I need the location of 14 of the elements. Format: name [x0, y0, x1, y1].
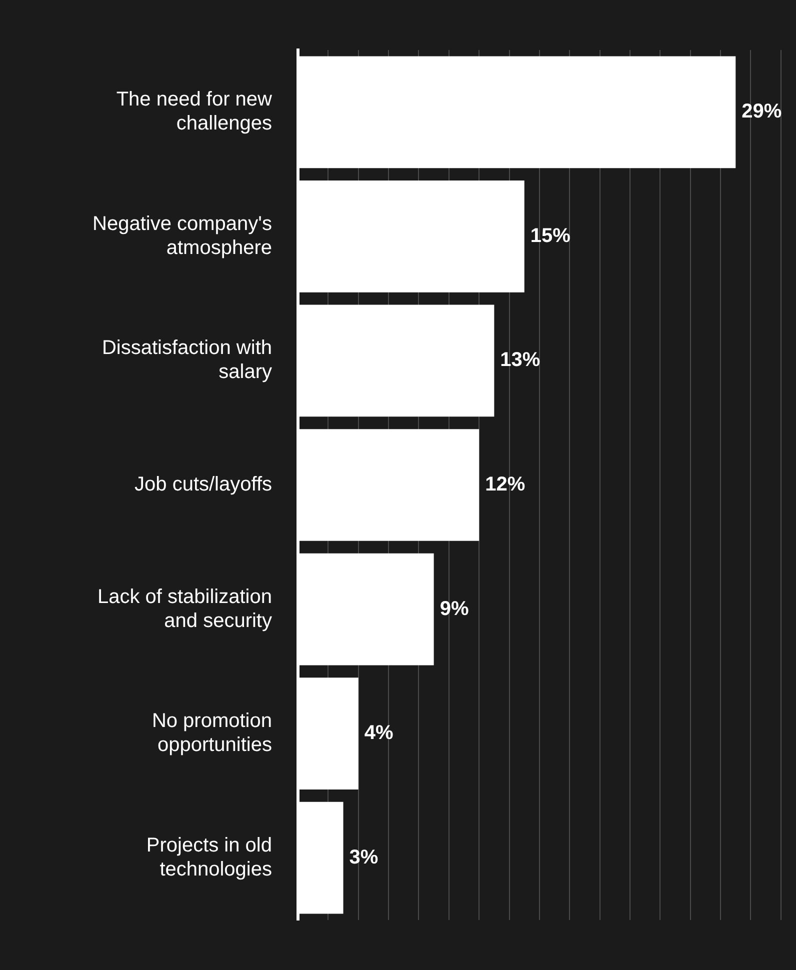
data-label: 12%: [485, 474, 526, 496]
y-tick-label: Negative company's atmosphere: [92, 212, 272, 259]
data-label: 29%: [742, 100, 782, 123]
data-label: 9%: [440, 598, 469, 620]
y-tick-label: Job cuts/layoffs: [134, 474, 272, 496]
y-tick-label: Dissatisfaction with salary: [102, 337, 272, 384]
y-tick-label: No promotion opportunities: [152, 710, 272, 756]
data-label: 15%: [530, 224, 571, 247]
y-tick-label: Projects in old technologies: [146, 834, 272, 880]
data-label: 4%: [364, 722, 394, 744]
data-label: 3%: [349, 846, 378, 868]
data-label: 13%: [500, 349, 540, 372]
y-tick-label: The need for new challenges: [116, 88, 273, 135]
y-tick-label: Lack of stabilization and security: [97, 586, 272, 632]
